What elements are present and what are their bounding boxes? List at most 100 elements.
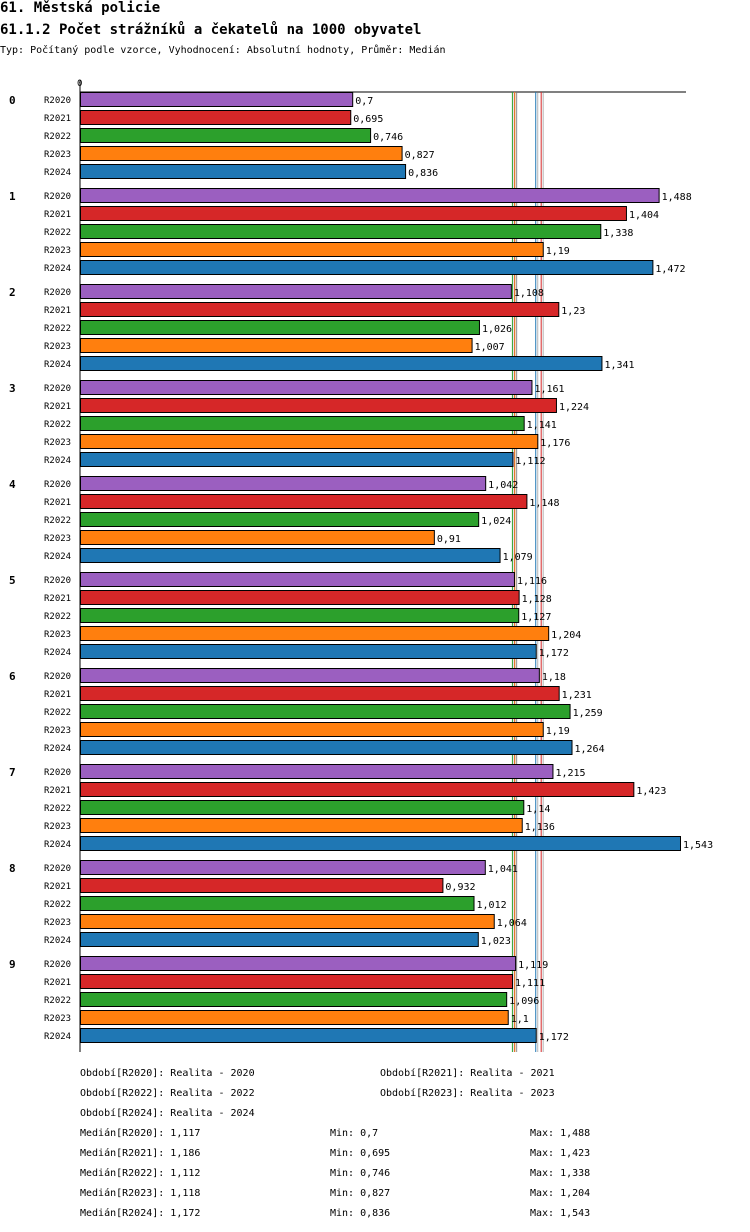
- bar-value-label: 1,007: [475, 342, 505, 353]
- bar-value-label: 1,264: [575, 744, 605, 755]
- series-label: R2020: [44, 864, 71, 874]
- series-label: R2020: [44, 576, 71, 586]
- bar-r2023: [80, 1010, 509, 1025]
- series-label: R2023: [44, 1014, 71, 1024]
- bar-r2020: [80, 380, 533, 395]
- series-label: R2021: [44, 210, 71, 220]
- bar-value-label: 1,204: [551, 630, 581, 641]
- series-label: R2023: [44, 150, 71, 160]
- bar-value-label: 1,141: [527, 420, 557, 431]
- bar-r2021: [80, 782, 635, 797]
- bar-r2021: [80, 206, 627, 221]
- bar-value-label: 0,746: [373, 132, 403, 143]
- series-label: R2020: [44, 480, 71, 490]
- bar-r2020: [80, 476, 487, 491]
- stat-min-r2023: Min: 0,827: [330, 1188, 391, 1199]
- series-label: R2022: [44, 132, 71, 142]
- category-label: 2: [9, 286, 16, 299]
- stat-min-r2022: Min: 0,746: [330, 1168, 391, 1179]
- x-tick-label: 0: [77, 79, 82, 89]
- bar-r2024: [80, 1028, 537, 1043]
- series-label: R2024: [44, 744, 71, 754]
- category-label: 3: [9, 382, 16, 395]
- bar-r2020: [80, 860, 486, 875]
- series-label: R2022: [44, 324, 71, 334]
- stat-min-r2020: Min: 0,7: [330, 1128, 379, 1139]
- bar-value-label: 1,026: [482, 324, 512, 335]
- bar-value-label: 1,23: [561, 306, 585, 317]
- series-label: R2022: [44, 612, 71, 622]
- stat-min-r2021: Min: 0,695: [330, 1148, 391, 1159]
- bar-r2021: [80, 590, 520, 605]
- bar-r2022: [80, 128, 372, 143]
- stat-max-r2021: Max: 1,423: [530, 1148, 591, 1159]
- bar-r2023: [80, 818, 523, 833]
- series-label: R2024: [44, 264, 71, 274]
- series-label: R2022: [44, 804, 71, 814]
- category-label: 6: [9, 670, 16, 683]
- bar-r2023: [80, 146, 403, 161]
- series-label: R2022: [44, 516, 71, 526]
- bar-r2022: [80, 992, 508, 1007]
- bar-r2024: [80, 260, 654, 275]
- bar-r2022: [80, 512, 480, 527]
- bar-r2024: [80, 836, 681, 851]
- stat-median-r2022: Medián[R2022]: 1,112: [80, 1168, 201, 1179]
- bar-r2021: [80, 686, 560, 701]
- bar-value-label: 1,176: [540, 438, 570, 449]
- bar-value-label: 1,111: [515, 978, 545, 989]
- bar-value-label: 1,096: [509, 996, 539, 1007]
- bar-r2020: [80, 668, 540, 683]
- series-label: R2020: [44, 960, 71, 970]
- series-label: R2021: [44, 498, 71, 508]
- bar-value-label: 1,488: [662, 192, 692, 203]
- series-label: R2022: [44, 420, 71, 430]
- bar-value-label: 1,112: [515, 456, 545, 467]
- bar-value-label: 1,108: [514, 288, 544, 299]
- series-label: R2024: [44, 552, 71, 562]
- bar-r2021: [80, 494, 528, 509]
- bar-r2024: [80, 452, 514, 467]
- bar-r2024: [80, 548, 501, 563]
- bar-r2021: [80, 302, 560, 317]
- series-label: R2020: [44, 768, 71, 778]
- series-label: R2024: [44, 168, 71, 178]
- series-label: R2023: [44, 438, 71, 448]
- series-label: R2023: [44, 822, 71, 832]
- bar-value-label: 1,19: [546, 726, 570, 737]
- bar-r2023: [80, 722, 544, 737]
- stat-median-r2021: Medián[R2021]: 1,186: [80, 1148, 201, 1159]
- series-label: R2021: [44, 882, 71, 892]
- bar-value-label: 1,543: [683, 840, 713, 851]
- bar-r2020: [80, 284, 512, 299]
- bar-r2023: [80, 338, 473, 353]
- series-label: R2021: [44, 690, 71, 700]
- bar-value-label: 0,836: [408, 168, 438, 179]
- series-label: R2023: [44, 342, 71, 352]
- bar-r2020: [80, 572, 515, 587]
- series-label: R2022: [44, 996, 71, 1006]
- stat-min-r2024: Min: 0,836: [330, 1208, 391, 1219]
- legend-period-r2024: Období[R2024]: Realita - 2024: [80, 1108, 255, 1119]
- bar-value-label: 1,161: [534, 384, 564, 395]
- series-label: R2021: [44, 402, 71, 412]
- bar-value-label: 1,341: [604, 360, 634, 371]
- bar-value-label: 1,472: [655, 264, 685, 275]
- bar-value-label: 0,695: [353, 114, 383, 125]
- stat-median-r2024: Medián[R2024]: 1,172: [80, 1208, 201, 1219]
- bar-r2024: [80, 356, 603, 371]
- bar-value-label: 1,041: [488, 864, 518, 875]
- bar-r2020: [80, 956, 517, 971]
- bar-r2021: [80, 974, 514, 989]
- series-label: R2021: [44, 306, 71, 316]
- bar-value-label: 0,932: [445, 882, 475, 893]
- bar-r2023: [80, 626, 550, 641]
- bar-r2022: [80, 800, 525, 815]
- bar-r2024: [80, 164, 407, 179]
- series-label: R2023: [44, 246, 71, 256]
- bar-r2024: [80, 740, 573, 755]
- bar-value-label: 1,064: [497, 918, 527, 929]
- bar-r2020: [80, 188, 660, 203]
- bar-r2022: [80, 704, 571, 719]
